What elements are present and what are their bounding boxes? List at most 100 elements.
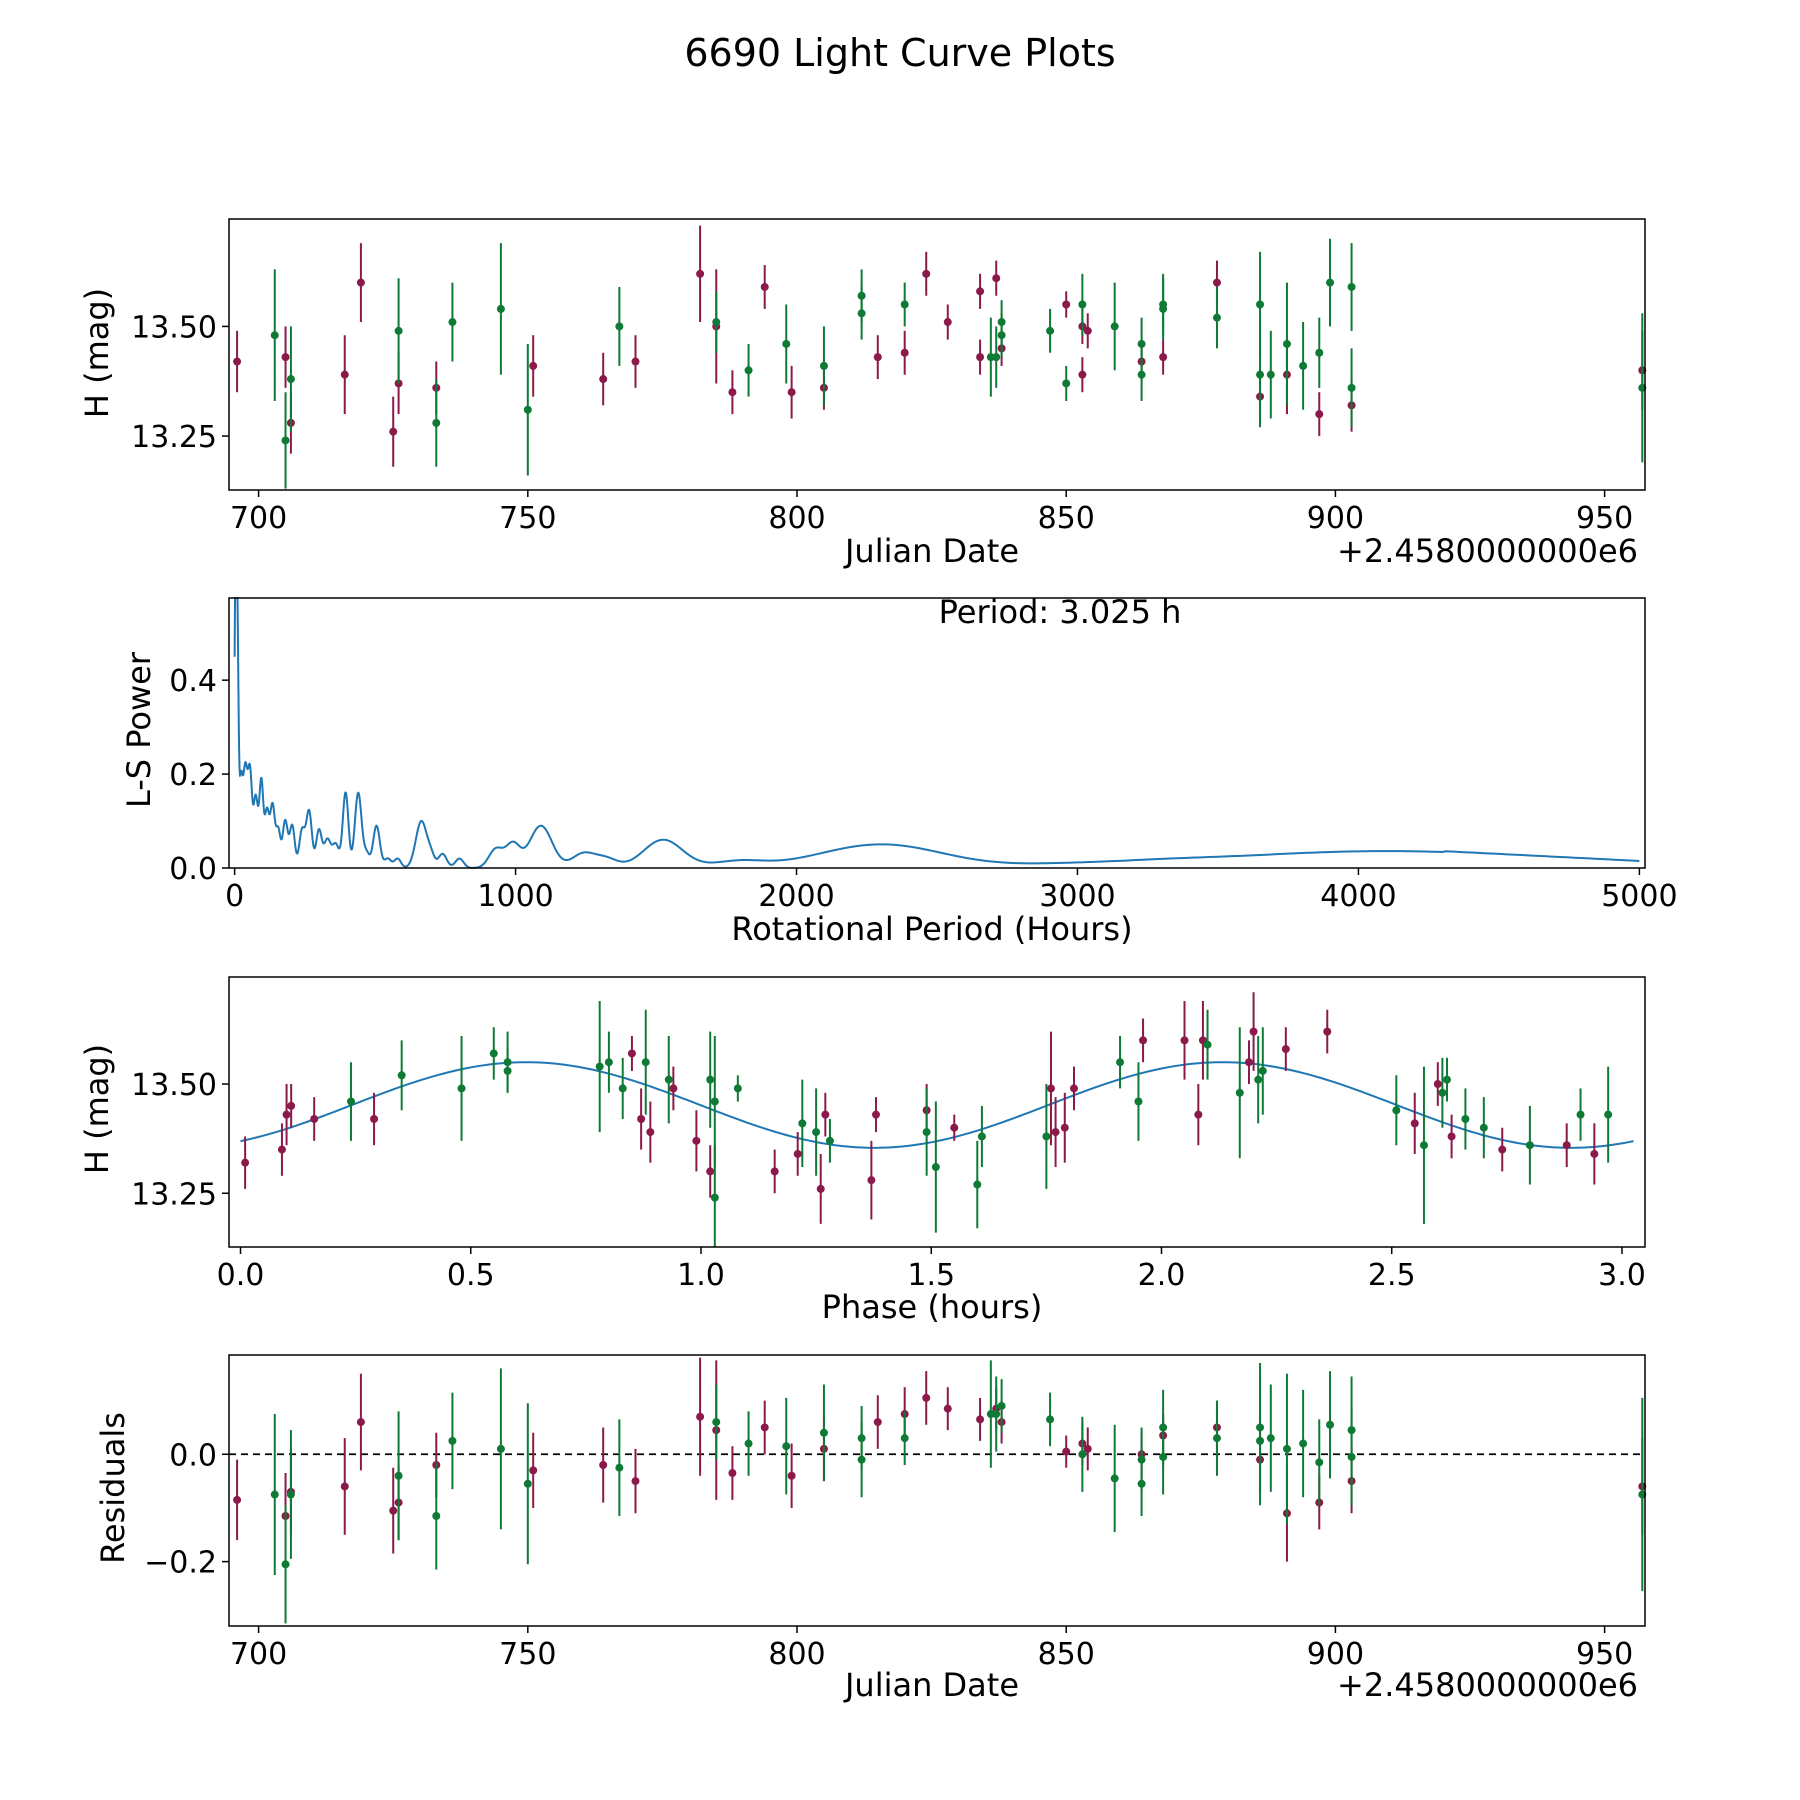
lightcurve-point (1078, 300, 1087, 309)
phased-point (1498, 1145, 1507, 1154)
phased-point (825, 1136, 834, 1145)
lightcurve-point (1137, 370, 1146, 379)
phased-point (793, 1149, 802, 1158)
residuals-point (340, 1482, 349, 1491)
phased-point (397, 1071, 406, 1080)
phased-point (641, 1058, 650, 1067)
phased-point (1447, 1132, 1456, 1141)
lightcurve-point (744, 366, 753, 375)
lightcurve-point (1347, 282, 1356, 291)
periodogram-xtick-label: 4000 (1320, 879, 1396, 914)
phased-ticks: 0.0 0.5 1.0 1.5 2.0 2.5 3.0 13.25 13.50 (131, 1068, 1646, 1293)
phased-point (821, 1110, 830, 1119)
periodogram-marks (233, 597, 1640, 869)
phased-ylabel: H (mag) (78, 1044, 116, 1174)
lightcurve-xlabel: Julian Date (843, 532, 1019, 570)
periodogram-annotation: Period: 3.025 h (939, 593, 1182, 631)
residuals-point (1083, 1444, 1092, 1453)
phased-point (798, 1119, 807, 1128)
residuals-point (1062, 1447, 1071, 1456)
figure-title: 6690 Light Curve Plots (684, 31, 1115, 75)
phased-point (977, 1132, 986, 1141)
residuals-point (728, 1469, 737, 1478)
phased-point (1139, 1036, 1148, 1045)
phased-point (241, 1158, 250, 1167)
phased-point (973, 1180, 982, 1189)
phased-xtick-label: 1.5 (907, 1258, 955, 1293)
residuals-point (356, 1418, 365, 1427)
residuals-offset-label: +2.4580000000e6 (1337, 1666, 1638, 1704)
lightcurve-xtick-label: 800 (768, 501, 825, 536)
phased-point (1479, 1123, 1488, 1132)
residuals-marks (229, 1357, 1647, 1624)
residuals-panel: 700 750 800 850 900 950 −0.2 0.0 Julian Date +2… (94, 1354, 1647, 1704)
lightcurve-point (922, 269, 931, 278)
phased-point (1051, 1128, 1060, 1137)
residuals-point (1212, 1434, 1221, 1443)
residuals-point (529, 1466, 538, 1475)
periodogram-power-line (233, 597, 1640, 869)
lightcurve-panel: 700 750 800 850 900 950 13.25 13.50 Julian Date… (78, 218, 1647, 570)
lightcurve-point (286, 375, 295, 384)
phased-xtick-label: 1.0 (677, 1258, 725, 1293)
phased-xtick-label: 0.5 (447, 1258, 495, 1293)
lightcurve-point (1083, 326, 1092, 335)
phased-point (706, 1167, 715, 1176)
lightcurve-point (782, 339, 791, 348)
phased-point (457, 1084, 466, 1093)
phased-point (867, 1176, 876, 1185)
phased-xtick-label: 2.5 (1368, 1258, 1416, 1293)
lightcurve-point (1299, 361, 1308, 370)
lightcurve-xtick-label: 950 (1576, 501, 1633, 536)
phased-point (1323, 1027, 1332, 1036)
phased-point (1576, 1110, 1585, 1119)
phased-point (503, 1058, 512, 1067)
residuals-point (782, 1442, 791, 1451)
residuals-point (696, 1412, 705, 1421)
lightcurve-point (1062, 379, 1071, 388)
phased-point (1134, 1097, 1143, 1106)
lightcurve-point (615, 322, 624, 331)
phased-point (1525, 1141, 1534, 1150)
residuals-point (1046, 1415, 1055, 1424)
phased-ytick-label: 13.25 (131, 1177, 217, 1212)
residuals-xtick-label: 700 (230, 1637, 287, 1672)
phased-point (692, 1136, 701, 1145)
phased-xtick-label: 3.0 (1598, 1258, 1646, 1293)
residuals-point (1326, 1420, 1335, 1429)
phased-point (595, 1062, 604, 1071)
residuals-xtick-label: 950 (1576, 1637, 1633, 1672)
lightcurve-point (760, 282, 769, 291)
lightcurve-point (712, 318, 721, 327)
periodogram-panel: 0 1000 2000 3000 4000 5000 0.0 0.2 0.4 Period: 3… (120, 593, 1678, 948)
phased-point (1433, 1080, 1442, 1089)
residuals-xtick-label: 850 (1038, 1637, 1095, 1672)
residuals-point (873, 1418, 882, 1427)
periodogram-xtick-label: 5000 (1601, 879, 1677, 914)
residuals-point (712, 1418, 721, 1427)
phased-point (770, 1167, 779, 1176)
lightcurve-point (1046, 326, 1055, 335)
residuals-point (760, 1423, 769, 1432)
lightcurve-point (1256, 300, 1265, 309)
residuals-xtick-label: 900 (1307, 1637, 1364, 1672)
lightcurve-point (1212, 313, 1221, 322)
lightcurve-point (523, 405, 532, 414)
phased-ytick-label: 13.50 (131, 1068, 217, 1103)
periodogram-ytick-label: 0.0 (169, 852, 217, 887)
lightcurve-ylabel: H (mag) (78, 288, 116, 418)
phased-point (1442, 1075, 1451, 1084)
phased-point (1590, 1149, 1599, 1158)
phased-point (816, 1184, 825, 1193)
residuals-point (1159, 1452, 1168, 1461)
phased-point (1392, 1106, 1401, 1115)
lightcurve-point (1315, 410, 1324, 419)
residuals-point (1137, 1455, 1146, 1464)
periodogram-xlabel: Rotational Period (Hours) (731, 910, 1132, 948)
residuals-point (496, 1444, 505, 1453)
lightcurve-point (1062, 300, 1071, 309)
residuals-ytick-label: −0.2 (144, 1546, 217, 1581)
residuals-point (922, 1393, 931, 1402)
residuals-point (997, 1401, 1006, 1410)
phased-point (710, 1097, 719, 1106)
